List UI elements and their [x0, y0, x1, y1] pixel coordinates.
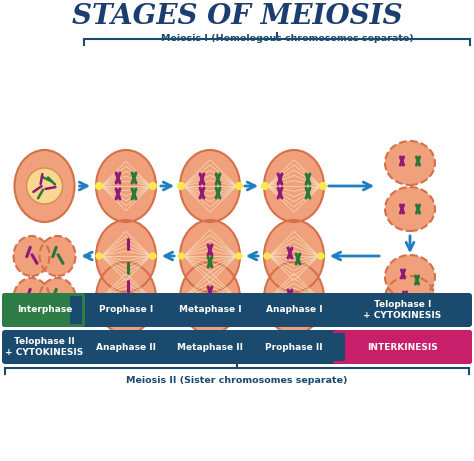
- Text: Metaphase II: Metaphase II: [177, 343, 243, 351]
- Ellipse shape: [96, 150, 156, 222]
- Circle shape: [27, 168, 63, 204]
- Ellipse shape: [264, 262, 324, 334]
- Polygon shape: [318, 295, 325, 301]
- Text: Meiosis I (Homologous chromosomes separate): Meiosis I (Homologous chromosomes separa…: [161, 34, 413, 43]
- Polygon shape: [149, 253, 156, 260]
- Polygon shape: [177, 182, 185, 190]
- Text: STAGES OF MEIOSIS: STAGES OF MEIOSIS: [72, 3, 402, 30]
- Polygon shape: [235, 182, 243, 190]
- Text: Telophase II
+ CYTOKINESIS: Telophase II + CYTOKINESIS: [5, 337, 83, 357]
- Polygon shape: [95, 182, 103, 190]
- Ellipse shape: [15, 150, 74, 222]
- Polygon shape: [95, 253, 102, 260]
- Ellipse shape: [39, 236, 75, 276]
- FancyBboxPatch shape: [2, 293, 85, 327]
- Ellipse shape: [39, 278, 75, 318]
- Polygon shape: [149, 182, 157, 190]
- Text: INTERKINESIS: INTERKINESIS: [367, 343, 438, 351]
- Ellipse shape: [385, 187, 435, 231]
- Text: Anaphase I: Anaphase I: [266, 306, 322, 314]
- Polygon shape: [236, 253, 243, 260]
- Polygon shape: [149, 295, 156, 301]
- Ellipse shape: [180, 150, 240, 222]
- FancyBboxPatch shape: [333, 330, 472, 364]
- Polygon shape: [404, 294, 410, 300]
- FancyBboxPatch shape: [2, 330, 472, 364]
- Text: Metaphase I: Metaphase I: [179, 306, 241, 314]
- Polygon shape: [264, 295, 271, 301]
- Ellipse shape: [385, 276, 435, 320]
- Bar: [330, 333, 345, 361]
- Polygon shape: [177, 295, 184, 301]
- FancyBboxPatch shape: [2, 293, 472, 327]
- Ellipse shape: [13, 278, 49, 318]
- Text: Prophase II: Prophase II: [265, 343, 323, 351]
- Bar: [5, 296, 70, 324]
- Polygon shape: [319, 182, 327, 190]
- Polygon shape: [236, 295, 243, 301]
- Ellipse shape: [264, 150, 324, 222]
- Bar: [336, 333, 351, 361]
- Ellipse shape: [264, 220, 324, 292]
- Text: Telophase I
+ CYTOKINESIS: Telophase I + CYTOKINESIS: [364, 300, 442, 319]
- Text: Anaphase II: Anaphase II: [96, 343, 156, 351]
- Bar: [70, 296, 82, 324]
- Ellipse shape: [180, 220, 240, 292]
- Text: Interphase: Interphase: [17, 306, 72, 314]
- Polygon shape: [95, 295, 102, 301]
- Polygon shape: [318, 253, 325, 260]
- Text: Meiosis II (Sister chromosomes separate): Meiosis II (Sister chromosomes separate): [126, 376, 348, 385]
- Ellipse shape: [13, 236, 49, 276]
- Ellipse shape: [96, 220, 156, 292]
- Ellipse shape: [180, 262, 240, 334]
- Ellipse shape: [385, 141, 435, 185]
- Polygon shape: [264, 253, 271, 260]
- Polygon shape: [177, 253, 184, 260]
- Polygon shape: [261, 182, 269, 190]
- Ellipse shape: [385, 255, 435, 299]
- Text: Prophase I: Prophase I: [99, 306, 153, 314]
- Ellipse shape: [96, 262, 156, 334]
